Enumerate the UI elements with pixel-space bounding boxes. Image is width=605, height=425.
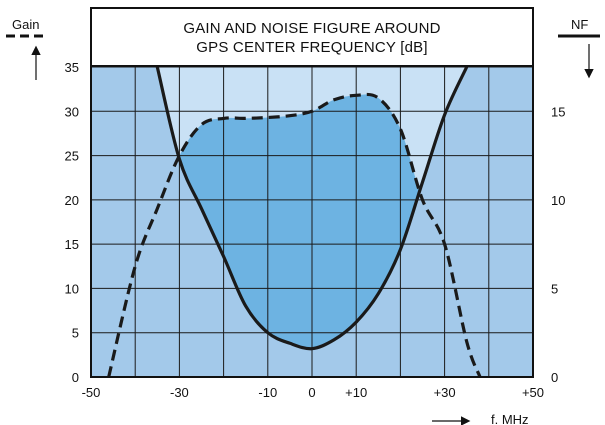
x-tick-label: +50 <box>522 385 544 400</box>
y-axis-left-label: Gain <box>12 17 39 32</box>
y-right-tick-label: 10 <box>551 193 565 208</box>
x-tick-label: -10 <box>258 385 277 400</box>
y-left-tick-label: 30 <box>65 104 79 119</box>
gain-curve <box>107 92 482 377</box>
nf-curve <box>155 67 469 351</box>
y-right-tick-label: 5 <box>551 281 558 296</box>
y-left-tick-label: 15 <box>65 237 79 252</box>
y-left-tick-label: 35 <box>65 60 79 75</box>
y-right-tick-label: 15 <box>551 104 565 119</box>
x-tick-label: +30 <box>434 385 456 400</box>
chart-subtitle: GPS CENTER FREQUENCY [dB] <box>196 39 427 56</box>
y-left-tick-label: 25 <box>65 149 79 164</box>
x-tick-label: 0 <box>308 385 315 400</box>
y-left-tick-label: 0 <box>72 370 79 385</box>
x-tick-label: -50 <box>82 385 101 400</box>
y-axis-right-label: NF <box>571 17 588 32</box>
title-box <box>90 7 534 67</box>
y-right-tick-label: 0 <box>551 370 558 385</box>
x-tick-label: +10 <box>345 385 367 400</box>
y-left-tick-label: 20 <box>65 193 79 208</box>
y-left-tick-label: 10 <box>65 281 79 296</box>
y-left-tick-label: 5 <box>72 326 79 341</box>
x-tick-label: -30 <box>170 385 189 400</box>
x-axis-label: f. MHz <box>491 412 529 425</box>
chart-title: GAIN AND NOISE FIGURE AROUND <box>183 20 440 37</box>
